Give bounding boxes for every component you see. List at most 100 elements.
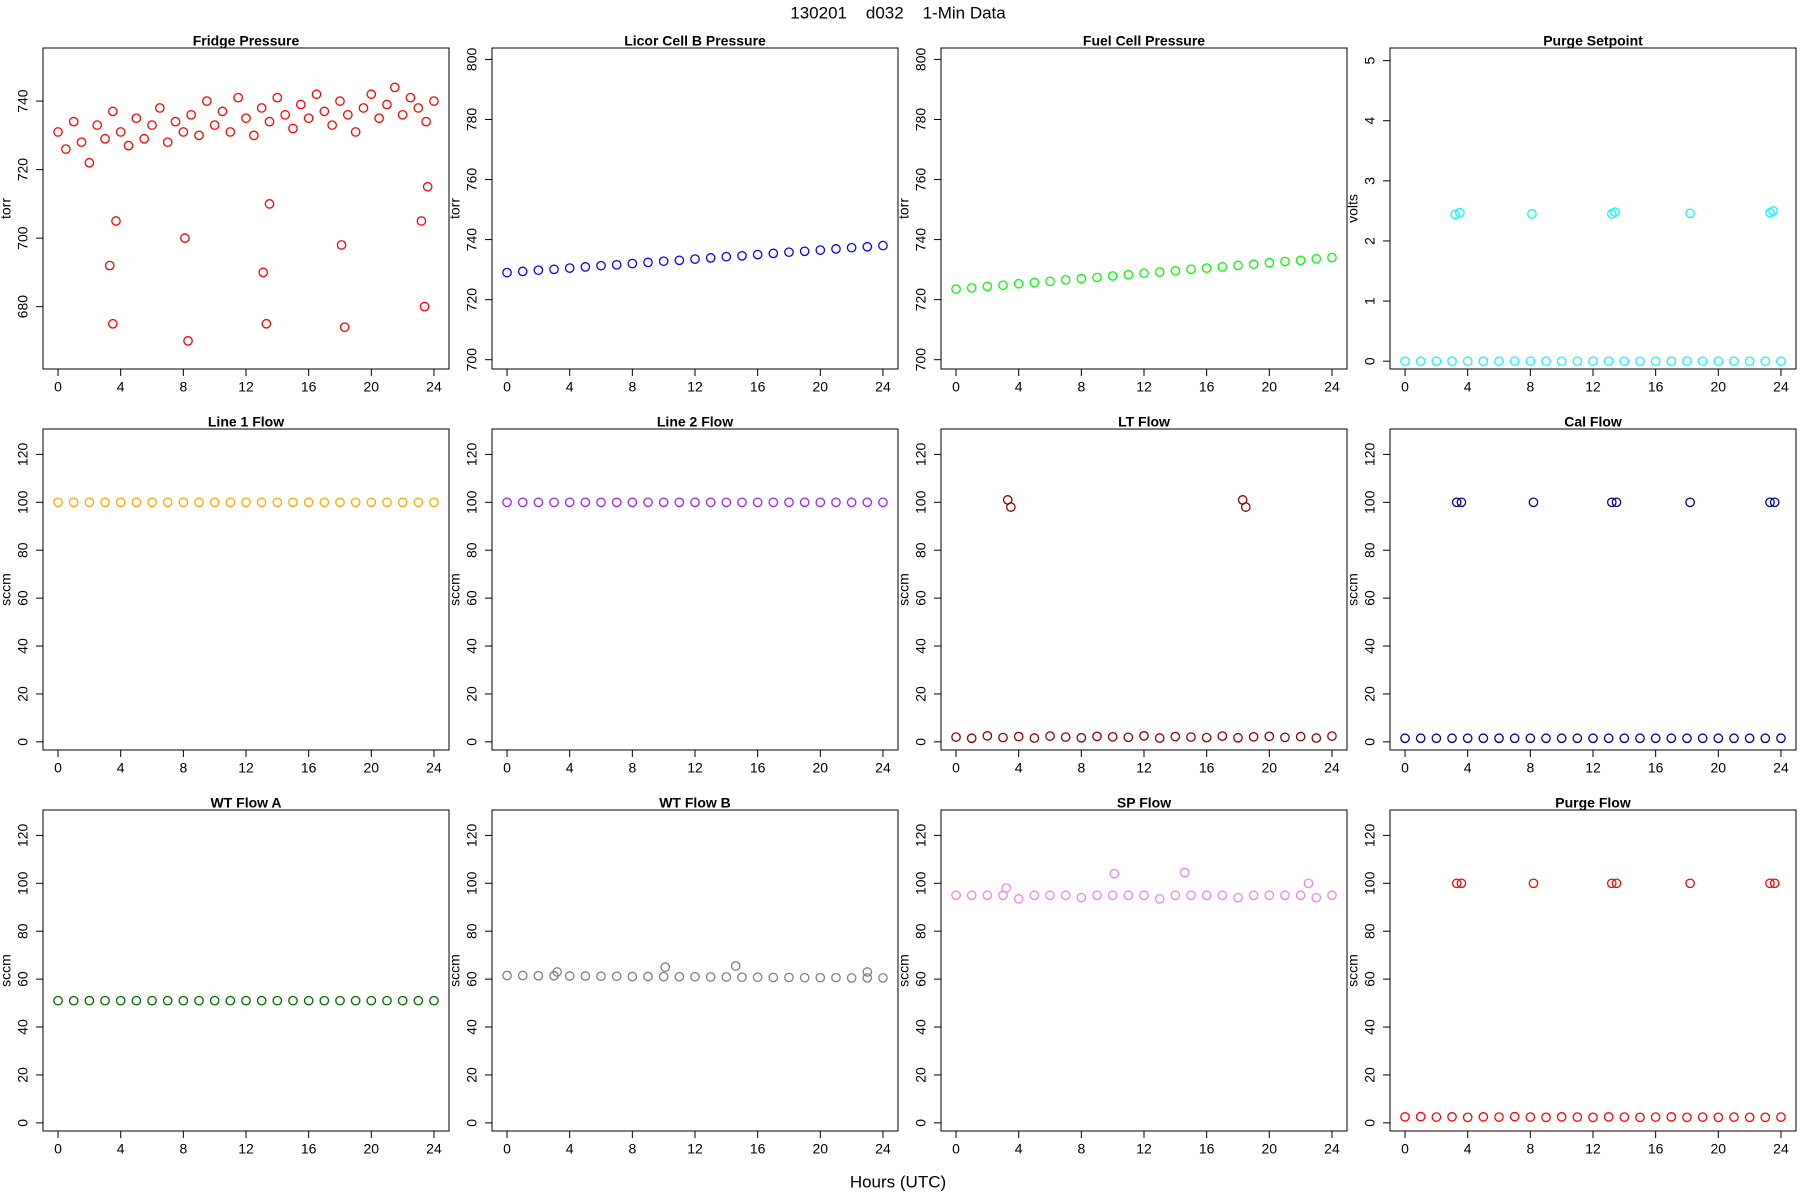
y-tick-label: 0 xyxy=(913,1119,929,1127)
x-tick-label: 20 xyxy=(1262,760,1278,776)
y-tick-label: 100 xyxy=(913,490,929,514)
point xyxy=(256,103,267,113)
point xyxy=(256,995,267,1006)
point xyxy=(643,257,653,268)
point xyxy=(1527,209,1537,219)
point xyxy=(1765,878,1775,889)
y-tick-label: 20 xyxy=(1362,686,1378,702)
point xyxy=(1295,731,1306,742)
point xyxy=(147,497,157,508)
point xyxy=(982,281,993,292)
point xyxy=(1001,883,1012,893)
y-axis-label: torr xyxy=(896,198,912,219)
y-tick-label: 40 xyxy=(913,638,929,654)
y-tick-label: 80 xyxy=(913,542,929,558)
point xyxy=(264,116,275,127)
panel-title: Fuel Cell Pressure xyxy=(1083,33,1205,49)
panel: WT Flow A 0 4 8 12 16 20 24 0 20 40 60 80 100 120 sccm xyxy=(0,795,450,1157)
point xyxy=(1186,264,1196,275)
point xyxy=(68,497,79,508)
y-tick-label: 720 xyxy=(15,158,31,182)
figure-title: 130201 d032 1-Min Data xyxy=(790,3,1006,22)
point xyxy=(951,890,961,901)
point xyxy=(643,971,653,982)
plot-area xyxy=(53,995,439,1006)
point xyxy=(1186,732,1196,742)
point xyxy=(1154,267,1165,277)
point xyxy=(1201,263,1212,273)
point xyxy=(1076,273,1087,284)
point xyxy=(1092,731,1102,742)
point xyxy=(84,497,95,508)
y-tick-label: 60 xyxy=(464,590,480,606)
plot-area xyxy=(502,961,888,983)
x-tick-label: 12 xyxy=(1585,379,1601,395)
x-tick-label: 12 xyxy=(1585,760,1601,776)
x-tick-label: 20 xyxy=(813,1141,829,1157)
point xyxy=(705,497,716,508)
point xyxy=(1525,356,1536,367)
point xyxy=(1462,1112,1473,1123)
x-tick-label: 16 xyxy=(1648,760,1664,776)
x-tick-label: 24 xyxy=(426,1141,442,1157)
point xyxy=(1139,731,1149,741)
y-axis-label: sccm xyxy=(0,573,14,606)
point xyxy=(1744,1112,1755,1123)
point xyxy=(1572,1112,1583,1122)
point xyxy=(1264,890,1275,901)
plot-frame xyxy=(1389,809,1797,1132)
point xyxy=(1525,1112,1536,1122)
point xyxy=(966,733,977,744)
x-tick-label: 0 xyxy=(952,379,960,395)
point xyxy=(382,497,392,508)
point xyxy=(1264,731,1275,742)
point xyxy=(502,267,512,278)
y-tick-label: 80 xyxy=(15,542,31,558)
x-tick-label: 16 xyxy=(301,1141,317,1157)
point xyxy=(389,82,400,93)
point xyxy=(966,283,977,293)
x-tick-label: 4 xyxy=(566,379,574,395)
point xyxy=(1107,890,1118,901)
point xyxy=(115,497,126,508)
point xyxy=(256,497,267,508)
x-tick-label: 4 xyxy=(117,760,125,776)
point xyxy=(342,109,353,120)
point xyxy=(768,248,779,259)
y-tick-label: 60 xyxy=(15,971,31,987)
y-axis-label: sccm xyxy=(447,954,463,987)
x-tick-label: 4 xyxy=(1464,1141,1472,1157)
y-tick-label: 20 xyxy=(913,686,929,702)
plot-frame xyxy=(42,47,450,370)
x-tick-label: 4 xyxy=(1015,760,1023,776)
point xyxy=(611,971,622,982)
point xyxy=(1400,356,1410,367)
plot-frame xyxy=(491,47,899,370)
y-tick-label: 80 xyxy=(464,923,480,939)
point xyxy=(721,497,732,508)
point xyxy=(1760,1112,1771,1123)
x-tick-label: 8 xyxy=(1526,1141,1534,1157)
point xyxy=(162,497,173,508)
point xyxy=(1729,356,1739,367)
point xyxy=(1400,1112,1410,1122)
point xyxy=(1619,356,1630,367)
point xyxy=(1248,890,1259,901)
point xyxy=(1013,731,1024,742)
point xyxy=(1666,1112,1677,1122)
point xyxy=(241,995,251,1006)
point xyxy=(358,103,369,113)
panel: Fridge Pressure 0 4 8 12 16 20 24 680 700 720 740 to… xyxy=(0,33,450,395)
point xyxy=(1327,252,1337,263)
point xyxy=(209,120,220,130)
point xyxy=(139,133,150,144)
point xyxy=(596,971,606,982)
point xyxy=(1311,733,1322,743)
point xyxy=(1682,356,1692,367)
point xyxy=(1619,1112,1630,1122)
point xyxy=(690,971,700,982)
point xyxy=(1217,890,1228,901)
x-tick-label: 0 xyxy=(1401,1141,1409,1157)
point xyxy=(155,103,165,113)
